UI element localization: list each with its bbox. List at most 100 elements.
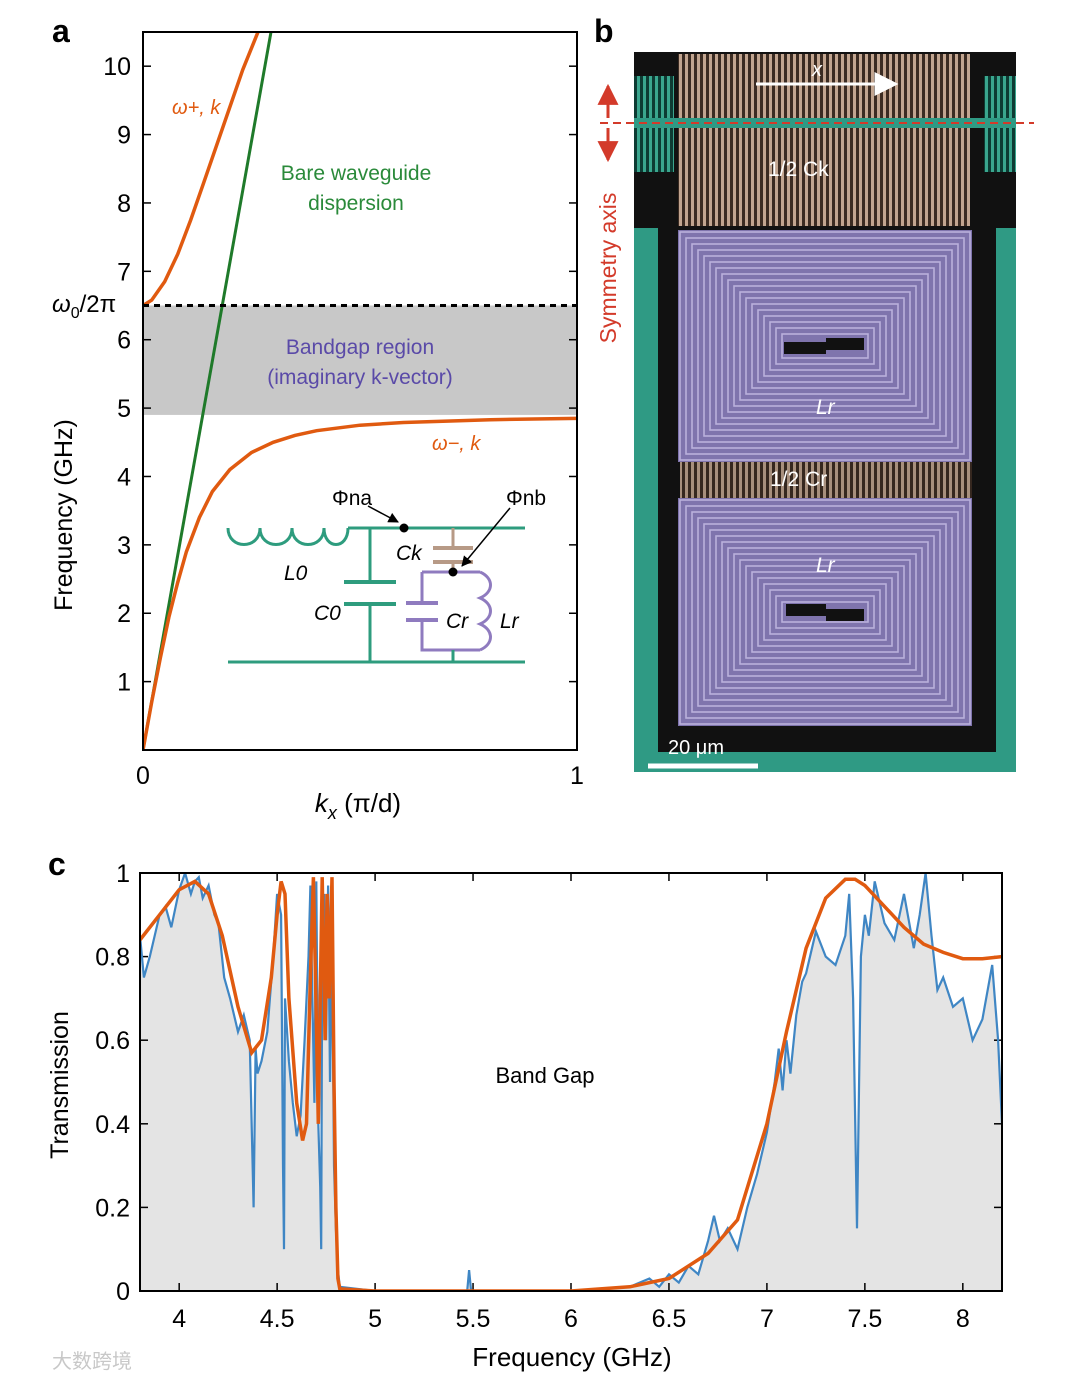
coil-turn <box>745 297 905 395</box>
waveguide-dispersion-line <box>143 32 273 750</box>
lower-branch-line <box>143 416 577 750</box>
x-tick-label: 7 <box>760 1305 774 1333</box>
theory-line <box>140 877 1002 1291</box>
y-tick-label: 8 <box>117 190 131 218</box>
coil-turn <box>751 571 899 653</box>
panel-b-letter: b <box>594 13 614 49</box>
phi-a-arrow <box>367 505 399 523</box>
label-L0: L0 <box>284 562 308 585</box>
band-gap-annotation: Band Gap <box>495 1063 594 1088</box>
node-phi-a <box>399 523 409 533</box>
coil-slot <box>826 609 864 621</box>
x-tick-label: 0 <box>136 762 150 790</box>
y-tick-label: 2 <box>117 600 131 628</box>
coil-turn <box>781 333 869 359</box>
y-tick-label: 0.6 <box>95 1027 130 1055</box>
coil-turn <box>763 315 887 377</box>
panel-c-ylabel: Transmission <box>46 1011 74 1159</box>
x-tick-label: 5.5 <box>456 1305 491 1333</box>
resonator-capacitor <box>680 462 972 498</box>
coil-slot <box>786 604 826 616</box>
y-tick-label: 5 <box>117 395 131 423</box>
y-tick-label: 0.2 <box>95 1194 130 1222</box>
bandgap-label-line1: Bandgap region <box>286 336 434 359</box>
panel-c-frame <box>139 872 1003 1292</box>
coil-turn <box>733 553 917 671</box>
inductor-coil-bottom <box>678 498 972 726</box>
coil-turn <box>721 541 929 683</box>
x-tick-label: 4.5 <box>260 1305 295 1333</box>
panel-c-xlabel: Frequency (GHz) <box>472 1342 671 1372</box>
coil-turn <box>685 237 965 455</box>
coupling-capacitor <box>678 54 970 226</box>
upper-branch-line <box>143 32 260 307</box>
label-phi-a: Φna <box>332 487 372 510</box>
x-tick-label: 6 <box>564 1305 578 1333</box>
ck-label: 1/2 Ck <box>768 158 829 181</box>
x-label: x <box>811 59 823 81</box>
measurement-fill <box>140 873 1002 1291</box>
inductor-coil-top <box>678 230 972 462</box>
lr-top-label: Lr <box>816 396 836 419</box>
coil-turn <box>715 535 935 689</box>
x-tick-label: 1 <box>570 762 584 790</box>
coil-turn <box>691 243 959 449</box>
lower-branch-label: ω−, k <box>432 433 481 455</box>
panel-a-frame <box>142 31 578 751</box>
lr-bottom-label: Lr <box>816 554 836 577</box>
coil-turn <box>685 505 965 719</box>
coil-turn <box>757 309 893 383</box>
coil-slot <box>826 338 864 350</box>
scale-label: 20 μm <box>668 737 724 759</box>
coil-turn <box>709 261 941 431</box>
resonator-circuit <box>406 570 492 662</box>
coil-turn <box>727 547 923 677</box>
label-C0: C0 <box>314 602 341 625</box>
y-tick-label: 7 <box>117 258 131 286</box>
y-tick-label: 9 <box>117 122 131 150</box>
x-tick-label: 5 <box>368 1305 382 1333</box>
y-tick-label: 3 <box>117 532 131 560</box>
coil-turn <box>709 529 941 695</box>
panel-a-letter: a <box>52 13 70 49</box>
panel-c: c 0 0.2 0.4 0.6 0.8 1 4 4.5 5 5.5 6 6.5 7 7.5 8 Band G… <box>46 846 1003 1373</box>
symmetry-axis-label: Symmetry axis <box>595 193 621 344</box>
y-tick-label: 4 <box>117 463 131 491</box>
panel-a: a 1 2 3 4 5 6 7 8 9 10 0 1 ω0/2π ω+, k ω−, k Bare w… <box>50 13 584 823</box>
panel-b: b x Symmetry axis 1/2 Ck 1/2 Cr Lr Lr 20… <box>594 13 1034 772</box>
bandgap-label-line2: (imaginary k-vector) <box>267 366 453 389</box>
y-tick-label: 0 <box>116 1278 130 1306</box>
watermark: 大数跨境 <box>52 1350 132 1373</box>
label-Cr: Cr <box>446 610 469 633</box>
inductor-Lr <box>476 570 492 652</box>
coil-turn <box>691 511 959 713</box>
x-tick-label: 6.5 <box>652 1305 687 1333</box>
cr-label: 1/2 Cr <box>770 468 827 491</box>
y-tick-label: 1 <box>116 860 130 888</box>
measurement-line <box>140 873 1002 1291</box>
panel-a-ticks: 1 2 3 4 5 6 7 8 9 10 0 1 <box>103 53 584 790</box>
coil-turn <box>739 559 911 665</box>
label-phi-b: Φnb <box>506 487 546 510</box>
panel-a-xlabel: kx (π/d) <box>315 788 401 823</box>
coil-turn <box>769 589 881 635</box>
phi-b-arrow <box>461 507 511 567</box>
panel-c-ticks: 0 0.2 0.4 0.6 0.8 1 4 4.5 5 5.5 6 6.5 7 7.5 8 <box>95 860 1002 1333</box>
panel-c-letter: c <box>48 846 66 882</box>
coil-turn <box>781 601 869 623</box>
coil-turn <box>721 273 929 419</box>
coil-turn <box>745 565 905 659</box>
bandgap-region <box>143 305 577 415</box>
coil-slot <box>784 342 826 354</box>
x-tick-label: 7.5 <box>847 1305 882 1333</box>
coil-turn <box>679 499 971 725</box>
y-tick-label: 0.4 <box>95 1111 130 1139</box>
coil-turn <box>697 517 953 707</box>
waveguide-label-line2: dispersion <box>308 192 404 215</box>
omega0-label: ω0/2π <box>52 291 116 322</box>
circuit-inset <box>226 526 525 664</box>
x-tick-label: 8 <box>956 1305 970 1333</box>
coil-turn <box>763 583 887 641</box>
coil-turn <box>739 291 911 401</box>
